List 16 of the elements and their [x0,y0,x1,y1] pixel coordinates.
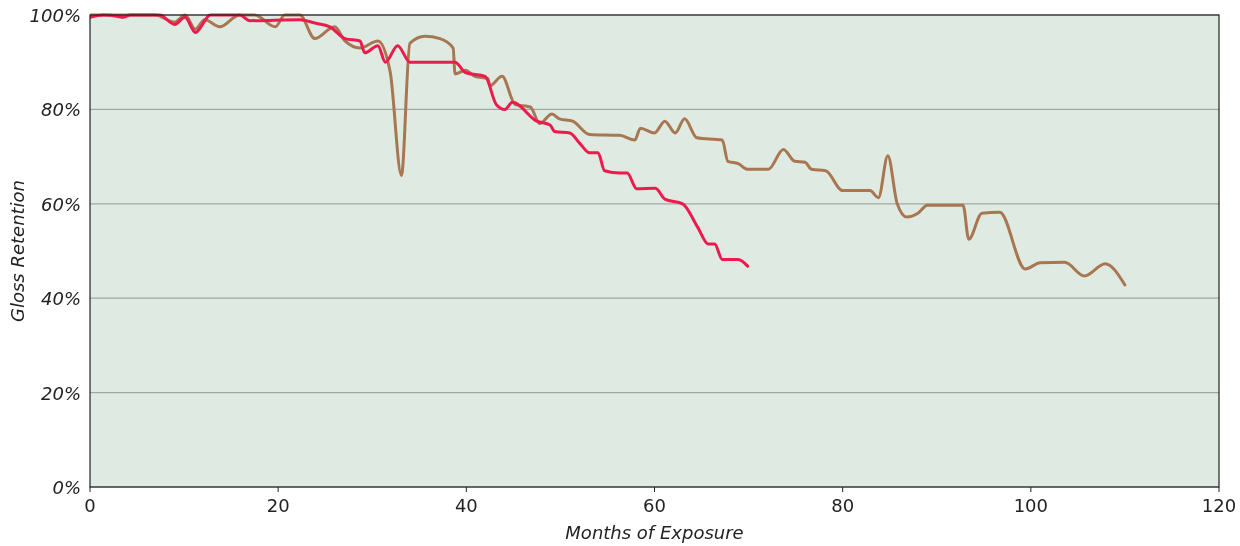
x-tick-label: 60 [643,495,666,516]
x-tick-label: 80 [831,495,855,516]
x-tick-label: 20 [266,495,290,516]
y-tick-label: 20% [40,382,81,404]
x-axis-title: Months of Exposure [565,522,744,543]
y-tick-label: 60% [40,193,81,215]
x-tick-label: 100 [1013,495,1049,516]
line-series [90,13,750,268]
y-tick-label: 80% [40,99,81,121]
x-tick-label: 0 [84,495,96,516]
x-tick-label: 40 [454,495,478,516]
y-axis-title: Gloss Retention [7,179,28,323]
y-tick-label: 40% [40,288,81,310]
x-tick-label: 120 [1201,495,1237,516]
y-tick-label: 100% [29,5,81,26]
y-tick-label: 0% [52,477,81,498]
